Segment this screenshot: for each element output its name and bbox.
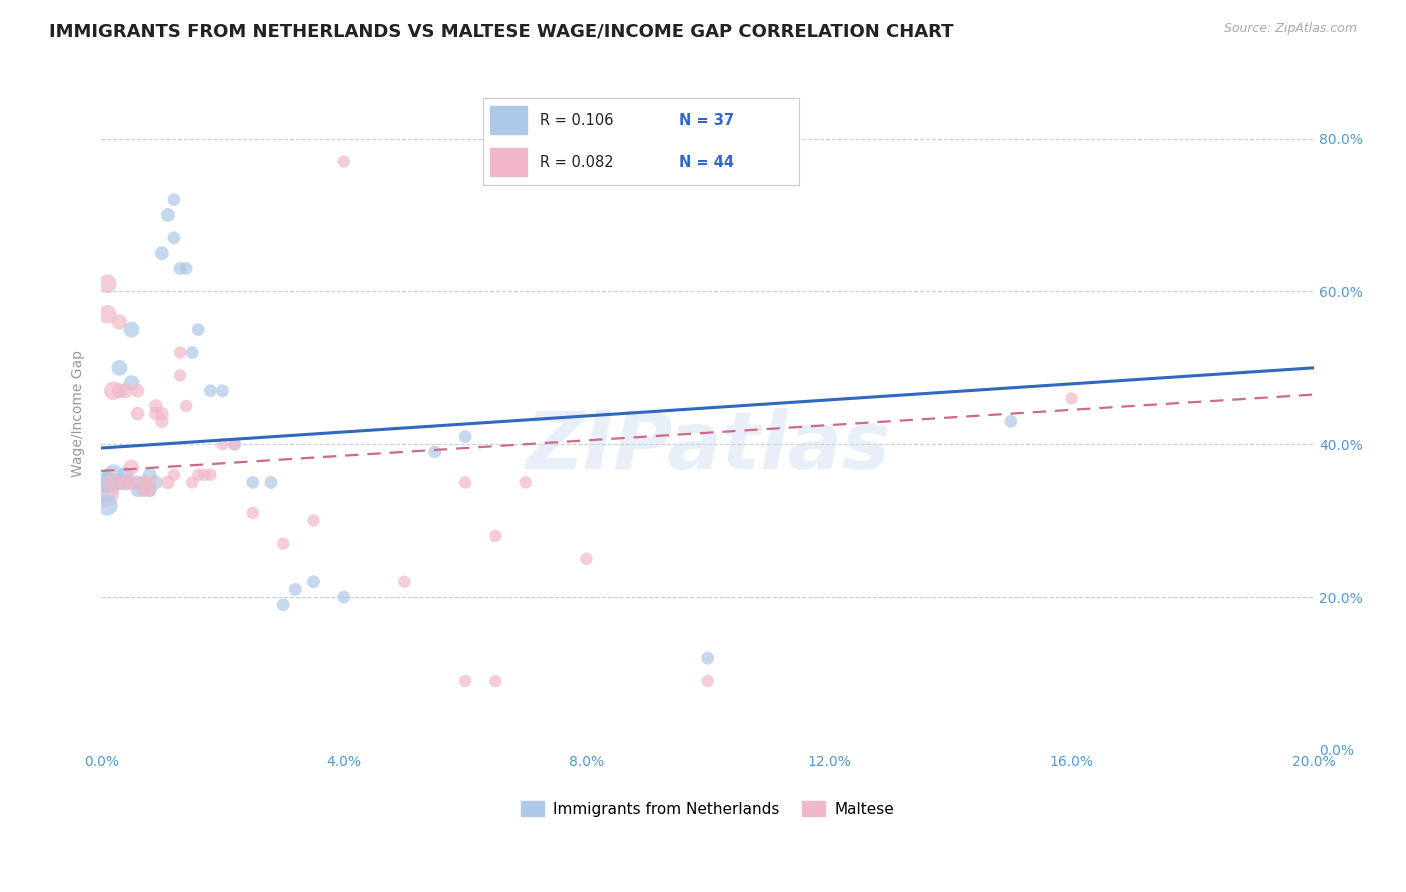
Point: [242, 475, 264, 490]
Point: [138, 483, 160, 497]
Point: [108, 384, 131, 398]
Point: [127, 407, 149, 421]
Point: [121, 475, 143, 490]
Point: [132, 483, 155, 497]
Point: [242, 506, 264, 520]
Point: [200, 384, 222, 398]
Point: [271, 536, 294, 550]
Point: [181, 475, 204, 490]
Point: [150, 407, 173, 421]
Point: [94, 487, 117, 501]
Y-axis label: Wage/Income Gap: Wage/Income Gap: [72, 351, 86, 477]
Point: [302, 514, 325, 528]
Point: [423, 445, 446, 459]
Point: [132, 475, 155, 490]
Point: [132, 475, 155, 490]
Point: [121, 376, 143, 390]
Point: [121, 460, 143, 475]
Point: [132, 483, 155, 497]
Point: [103, 475, 125, 490]
Point: [138, 483, 160, 497]
Point: [121, 323, 143, 337]
Point: [163, 193, 186, 207]
Point: [138, 475, 160, 490]
Point: [156, 475, 179, 490]
Point: [145, 475, 167, 490]
Point: [302, 574, 325, 589]
Point: [211, 384, 233, 398]
Point: [515, 475, 537, 490]
Point: [211, 437, 233, 451]
Point: [103, 467, 125, 482]
Text: Source: ZipAtlas.com: Source: ZipAtlas.com: [1223, 22, 1357, 36]
Point: [1000, 414, 1022, 428]
Point: [181, 345, 204, 359]
Point: [114, 467, 136, 482]
Point: [284, 582, 307, 597]
Point: [169, 368, 191, 383]
Point: [224, 437, 246, 451]
Text: ZIPatlas: ZIPatlas: [526, 409, 890, 486]
Point: [271, 598, 294, 612]
Point: [138, 467, 160, 482]
Point: [114, 475, 136, 490]
Point: [96, 499, 118, 513]
Point: [127, 483, 149, 497]
Point: [454, 475, 477, 490]
Text: IMMIGRANTS FROM NETHERLANDS VS MALTESE WAGE/INCOME GAP CORRELATION CHART: IMMIGRANTS FROM NETHERLANDS VS MALTESE W…: [49, 22, 953, 40]
Point: [696, 651, 718, 665]
Point: [484, 529, 506, 543]
Point: [163, 467, 186, 482]
Point: [200, 467, 222, 482]
Point: [187, 467, 209, 482]
Point: [169, 261, 191, 276]
Point: [333, 154, 356, 169]
Legend: Immigrants from Netherlands, Maltese: Immigrants from Netherlands, Maltese: [515, 795, 900, 822]
Point: [127, 475, 149, 490]
Point: [150, 414, 173, 428]
Point: [454, 429, 477, 443]
Point: [150, 246, 173, 260]
Point: [108, 475, 131, 490]
Point: [454, 674, 477, 689]
Point: [93, 479, 115, 493]
Point: [163, 231, 186, 245]
Point: [108, 360, 131, 375]
Point: [108, 315, 131, 329]
Point: [333, 590, 356, 604]
Point: [103, 384, 125, 398]
Point: [174, 399, 197, 413]
Point: [187, 323, 209, 337]
Point: [260, 475, 283, 490]
Point: [224, 437, 246, 451]
Point: [484, 674, 506, 689]
Point: [114, 475, 136, 490]
Point: [96, 307, 118, 321]
Point: [696, 674, 718, 689]
Point: [156, 208, 179, 222]
Point: [145, 399, 167, 413]
Point: [96, 475, 118, 490]
Point: [394, 574, 416, 589]
Point: [193, 467, 215, 482]
Point: [114, 384, 136, 398]
Point: [575, 551, 598, 566]
Point: [96, 277, 118, 291]
Point: [174, 261, 197, 276]
Point: [145, 407, 167, 421]
Point: [127, 384, 149, 398]
Point: [169, 345, 191, 359]
Point: [1060, 392, 1083, 406]
